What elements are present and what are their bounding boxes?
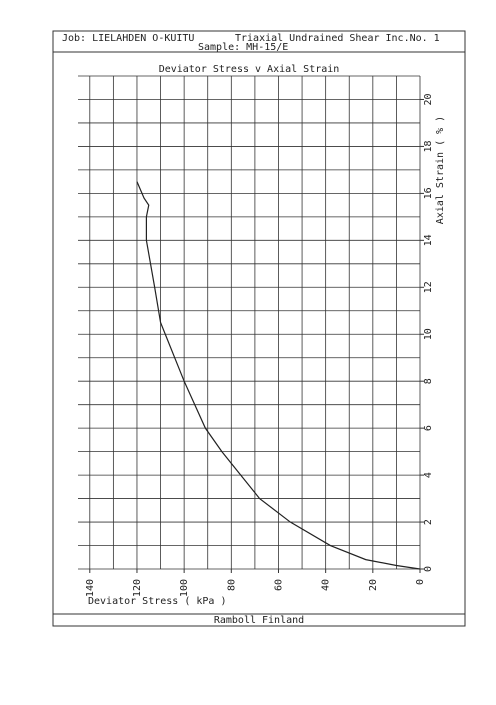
y-tick-label: 14 — [423, 234, 434, 246]
y-tick-label: 4 — [423, 472, 434, 478]
x-tick-label: 80 — [226, 579, 237, 591]
x-tick-label: 0 — [415, 579, 426, 585]
x-tick-label: 120 — [132, 579, 143, 597]
y-tick-label: 2 — [423, 519, 434, 525]
footer: Ramboll Finland — [214, 615, 304, 626]
y-tick-label: 20 — [423, 93, 434, 105]
y-tick-label: 10 — [423, 328, 434, 340]
chart-title: Deviator Stress v Axial Strain — [159, 64, 340, 75]
x-tick-label: 140 — [85, 579, 96, 597]
job: Job: LIELAHDEN O-KUITU — [62, 33, 194, 44]
y-label: Axial Strain ( % ) — [435, 116, 446, 224]
y-tick-label: 18 — [423, 140, 434, 152]
y-tick-label: 0 — [423, 566, 434, 572]
x-tick-label: 100 — [179, 579, 190, 597]
y-tick-label: 8 — [423, 378, 434, 384]
x-tick-label: 40 — [321, 579, 332, 591]
sample: Sample: MH-15/E — [198, 42, 288, 53]
data-line — [136, 181, 421, 570]
frame — [52, 30, 466, 627]
x-tick-label: 20 — [368, 579, 379, 591]
x-label: Deviator Stress ( kPa ) — [88, 596, 226, 607]
y-tick-label: 16 — [423, 187, 434, 199]
y-tick-label: 12 — [423, 281, 434, 293]
x-tick-label: 60 — [273, 579, 284, 591]
y-tick-label: 6 — [423, 425, 434, 431]
test: Triaxial Undrained Shear Inc.No. 1 — [235, 33, 440, 44]
